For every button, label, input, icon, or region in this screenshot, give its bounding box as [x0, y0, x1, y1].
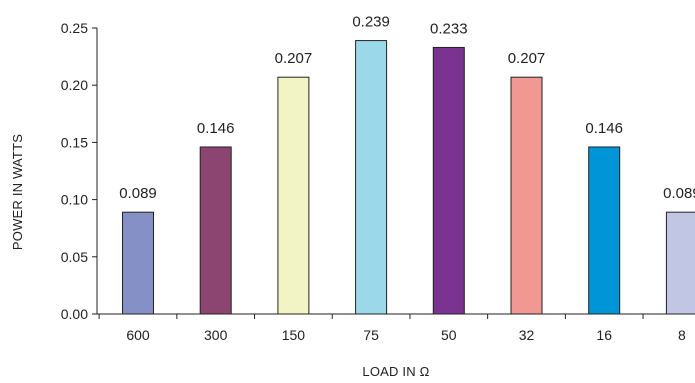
- x-tick-label: 50: [441, 327, 457, 343]
- x-tick-label: 8: [678, 327, 686, 343]
- bar: [665, 211, 695, 315]
- data-label: 0.089: [663, 185, 695, 202]
- data-label: 0.207: [508, 50, 546, 67]
- y-axis-title: POWER IN WATTS: [10, 134, 25, 250]
- x-tick-label: 32: [519, 327, 535, 343]
- y-tick-label: 0.00: [61, 306, 88, 322]
- x-tick-label: 75: [363, 327, 379, 343]
- data-label: 0.146: [585, 120, 623, 137]
- y-tick-label: 0.05: [61, 249, 88, 265]
- bar: [510, 76, 543, 315]
- data-label: 0.207: [275, 50, 313, 67]
- data-label: 0.089: [119, 185, 157, 202]
- data-label: 0.146: [197, 120, 235, 137]
- y-tick-label: 0.20: [61, 77, 88, 93]
- data-label: 0.239: [352, 14, 390, 31]
- bar: [199, 146, 232, 315]
- x-tick-label: 600: [126, 327, 150, 343]
- y-tick-label: 0.25: [61, 20, 88, 36]
- x-tick-label: 16: [596, 327, 612, 343]
- x-axis-title: LOAD IN Ω: [362, 364, 429, 379]
- y-tick-label: 0.10: [61, 192, 88, 208]
- x-tick-label: 150: [282, 327, 306, 343]
- bar: [588, 146, 621, 315]
- bar: [277, 76, 310, 315]
- bar: [355, 40, 388, 315]
- bar: [432, 46, 465, 315]
- data-label: 0.233: [430, 20, 468, 37]
- x-tick-label: 300: [204, 327, 228, 343]
- y-tick-label: 0.15: [61, 134, 88, 150]
- bar: [122, 211, 154, 315]
